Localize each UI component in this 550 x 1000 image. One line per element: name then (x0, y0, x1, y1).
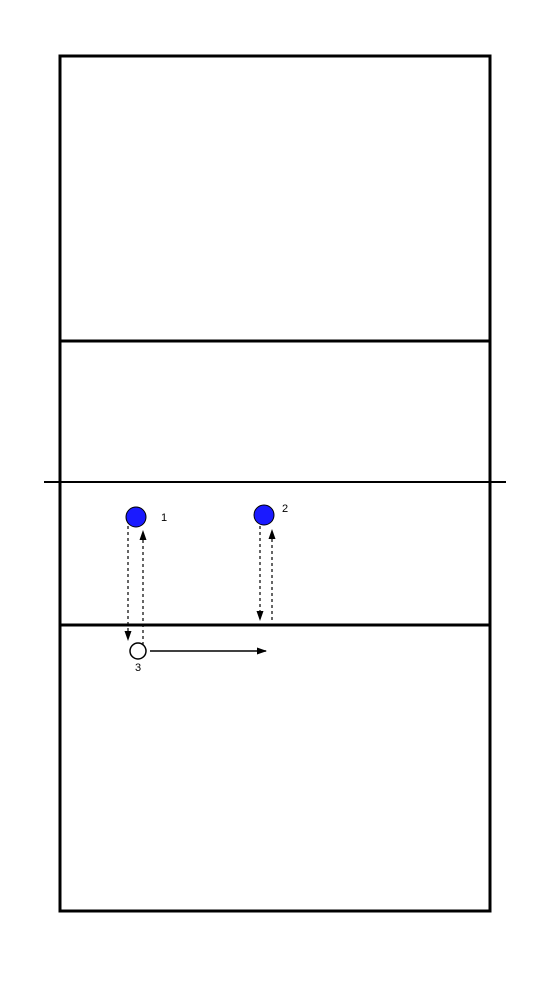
court-diagram: 1 2 3 (0, 0, 550, 1000)
player-label-3: 3 (135, 662, 141, 674)
player-marker-1 (126, 507, 146, 527)
background (0, 0, 550, 1000)
player-label-2: 2 (282, 503, 288, 515)
player-marker-2 (254, 505, 274, 525)
player-marker-3 (130, 643, 146, 659)
player-label-1: 1 (161, 512, 167, 524)
